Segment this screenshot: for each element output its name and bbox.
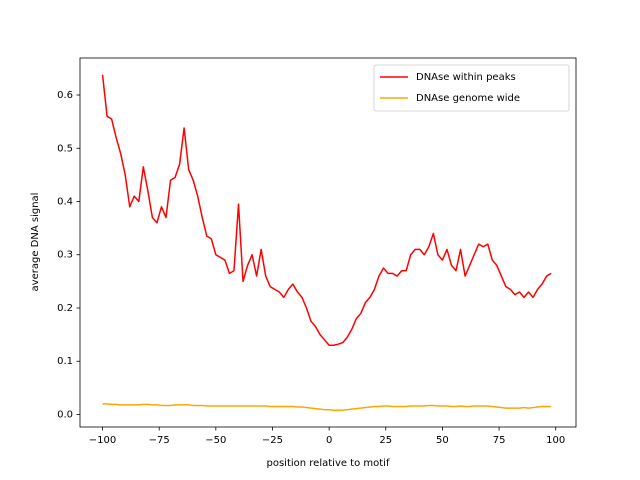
x-tick-label: 100	[546, 435, 565, 446]
y-tick-label: 0.4	[57, 197, 73, 208]
line-series	[102, 403, 552, 411]
legend-box	[373, 64, 570, 112]
axes-frame	[79, 57, 577, 428]
line-series	[101, 74, 552, 347]
x-tick-label: −100	[89, 435, 116, 446]
y-tick-label: 0.6	[57, 90, 73, 101]
y-tick-label: 0.2	[57, 303, 73, 314]
legend-label: DNAse within peaks	[416, 72, 516, 83]
y-tick-label: 0.5	[57, 143, 73, 154]
legend: DNAse within peaks DNAse genome wide	[373, 64, 570, 112]
x-tick-label: −75	[149, 435, 170, 446]
x-tick-label: 50	[436, 435, 449, 446]
y-tick-label: 0.1	[57, 356, 73, 367]
x-tick-label: −25	[262, 435, 283, 446]
y-tick-label: 0.3	[57, 250, 73, 261]
x-tick-label: 0	[326, 435, 332, 446]
x-axis-label: position relative to motif	[267, 458, 390, 469]
y-axis-label: average DNA signal	[30, 193, 41, 292]
x-tick-label: −50	[205, 435, 226, 446]
y-tick-label: 0.0	[57, 409, 73, 420]
legend-label: DNAse genome wide	[416, 93, 520, 104]
x-tick-label: 25	[379, 435, 392, 446]
x-tick-label: 75	[493, 435, 506, 446]
